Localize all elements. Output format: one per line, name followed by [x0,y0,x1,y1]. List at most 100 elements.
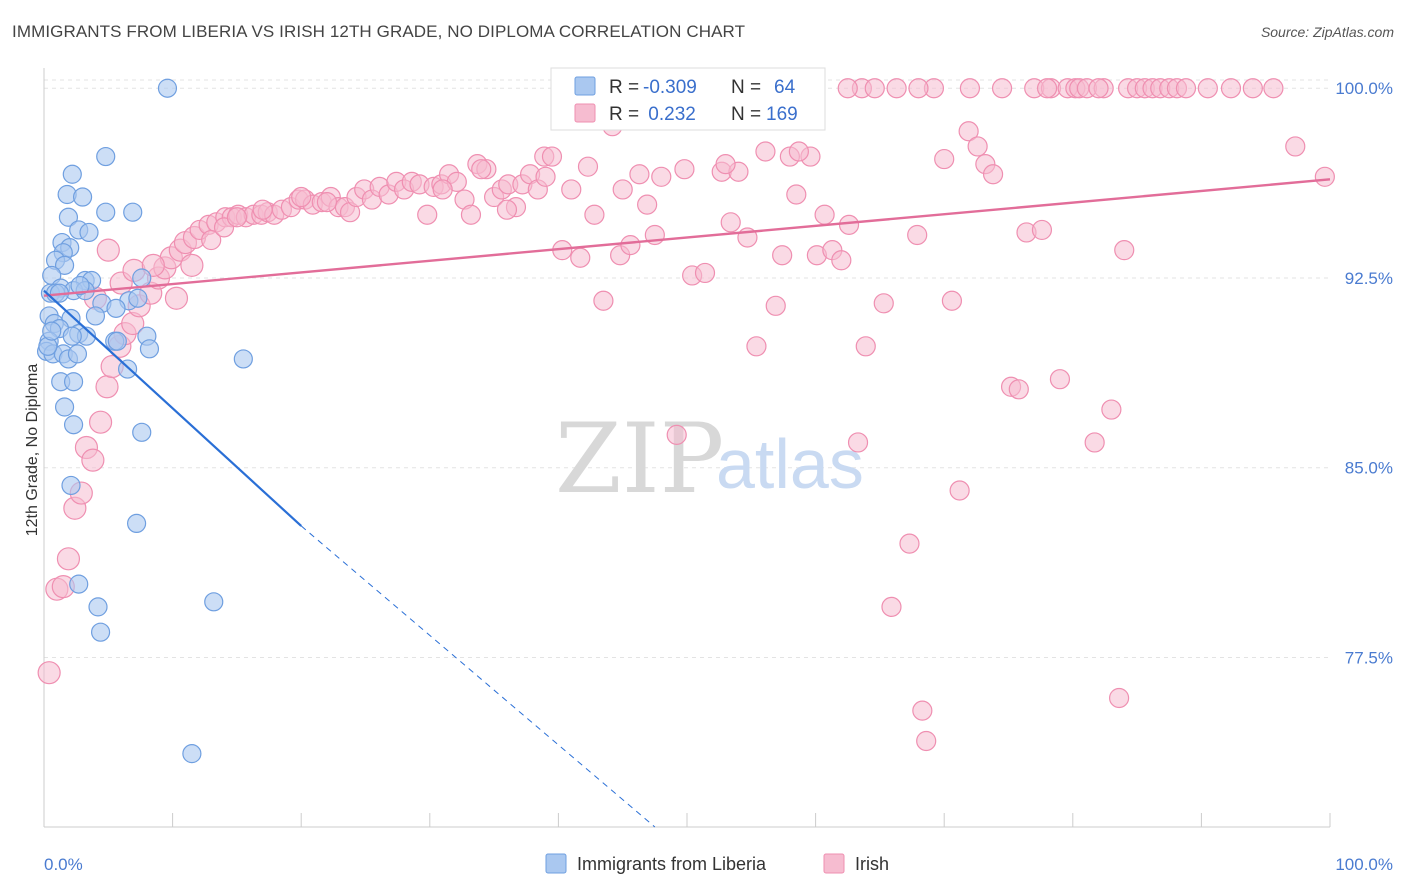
liberia-point-6 [123,202,143,222]
stats-legend: R = -0.309 N = 64 R = 0.232 N = 169 [550,67,826,131]
y-tick-labels: 77.5% 85.0% 92.5% 100.0% [1335,79,1393,667]
liberia-point-54 [61,475,81,496]
irish-point-3 [56,547,81,571]
irish-point-123 [991,78,1013,99]
irish-point-130 [1049,369,1071,390]
irish-point-174 [908,78,929,99]
irish-point-83 [666,424,687,445]
series-legend-pink-swatch [823,853,845,874]
liberia-point-51 [54,397,75,417]
liberia-point-9 [79,222,99,243]
liberia-point-2 [62,164,82,184]
irish-point-69 [541,146,563,167]
liberia-point-55 [126,513,147,534]
liberia-point-63 [70,275,90,296]
irish-point-114 [916,730,937,752]
irish-point-107 [864,78,885,99]
irish-point-112 [907,224,928,246]
irish-point-94 [772,245,793,266]
liberia-point-53 [132,422,152,442]
y-tick-label-3: 100.0% [1335,79,1393,98]
watermark-atlas: atlas [716,425,864,503]
y-axis-label: 12th Grade, No Diploma [24,364,41,537]
irish-point-91 [746,336,767,357]
liberia-point-31 [85,306,106,326]
irish-point-113 [912,700,933,721]
irish-point-170 [612,179,633,200]
watermark-zip: ZIP [555,403,724,515]
irish-point-110 [886,78,907,99]
stats-legend-box [550,67,826,131]
irish-point-172 [788,141,809,162]
watermark: ZIP atlas [555,403,864,515]
irish-point-111 [899,533,920,554]
irish-point-128 [1031,219,1053,241]
irish-point-138 [1108,687,1130,709]
liberia-point-36 [62,326,82,346]
irish-point-7 [81,448,105,472]
irish-point-118 [949,480,970,501]
liberia-point-7 [58,207,79,227]
irish-point-8 [88,410,113,434]
irish-point-96 [786,184,807,205]
irish-point-122 [982,164,1004,185]
liberia-point-14 [54,255,75,275]
irish-point-80 [637,194,658,215]
liberia-point-18 [132,268,152,288]
source-label: Source: ZipAtlas.com [1260,24,1394,40]
liberia-trend-extension [300,525,656,828]
liberia-point-52 [63,415,84,435]
irish-point-166 [432,179,453,200]
irish-point-169 [535,166,556,187]
irish-point-125 [1008,379,1029,400]
liberia-point-50 [63,372,84,392]
irish-point-154 [96,238,120,262]
irish-point-109 [881,596,902,617]
irish-point-159 [180,253,204,277]
legend-r-label-0: R = [609,77,639,98]
irish-point-104 [847,432,869,453]
irish-point-52 [417,204,438,225]
liberia-point-60 [182,744,202,764]
liberia-point-45 [67,344,88,364]
liberia-point-58 [204,592,224,612]
liberia-point-46 [139,339,160,359]
irish-point-177 [1088,78,1109,99]
irish-point-108 [873,293,894,314]
legend-n-value-1: 169 [766,104,798,125]
irish-point-9 [95,375,119,399]
y-tick-label-1: 85.0% [1345,459,1393,478]
liberia-point-1 [96,146,116,167]
irish-point-173 [837,78,858,99]
irish-point-78 [620,235,641,256]
liberia-trend-line [43,289,302,527]
legend-r-value-1: 0.232 [643,104,696,125]
irish-point-71 [561,179,582,200]
irish-point-102 [831,250,852,271]
legend-n-value-0: 64 [774,77,796,98]
irish-point-106 [855,336,876,357]
irish-point-171 [715,154,736,175]
liberia-point-28 [106,298,126,318]
irish-point-165 [316,191,338,213]
irish-point-116 [934,148,955,170]
liberia-point-4 [72,187,93,207]
irish-trend-line [43,178,1331,297]
irish-point-164 [291,186,312,208]
liberia-point-47 [233,349,253,369]
irish-point-100 [814,204,835,225]
irish-point-168 [496,199,518,220]
irish-point-151 [1285,136,1306,157]
irish-point-162 [226,207,247,228]
irish-point-135 [1084,432,1105,453]
irish-point-137 [1101,399,1122,420]
series-legend-label-liberia: Immigrants from Liberia [577,854,767,874]
legend-n-label-0: N = [731,77,761,98]
irish-point-117 [941,290,963,311]
series-legend: Immigrants from Liberia Irish [545,853,889,874]
irish-point-160 [201,229,222,251]
x-tick-label-1: 100.0% [1335,855,1393,874]
irish-point-120 [967,136,988,157]
liberia-point-59 [90,622,111,642]
